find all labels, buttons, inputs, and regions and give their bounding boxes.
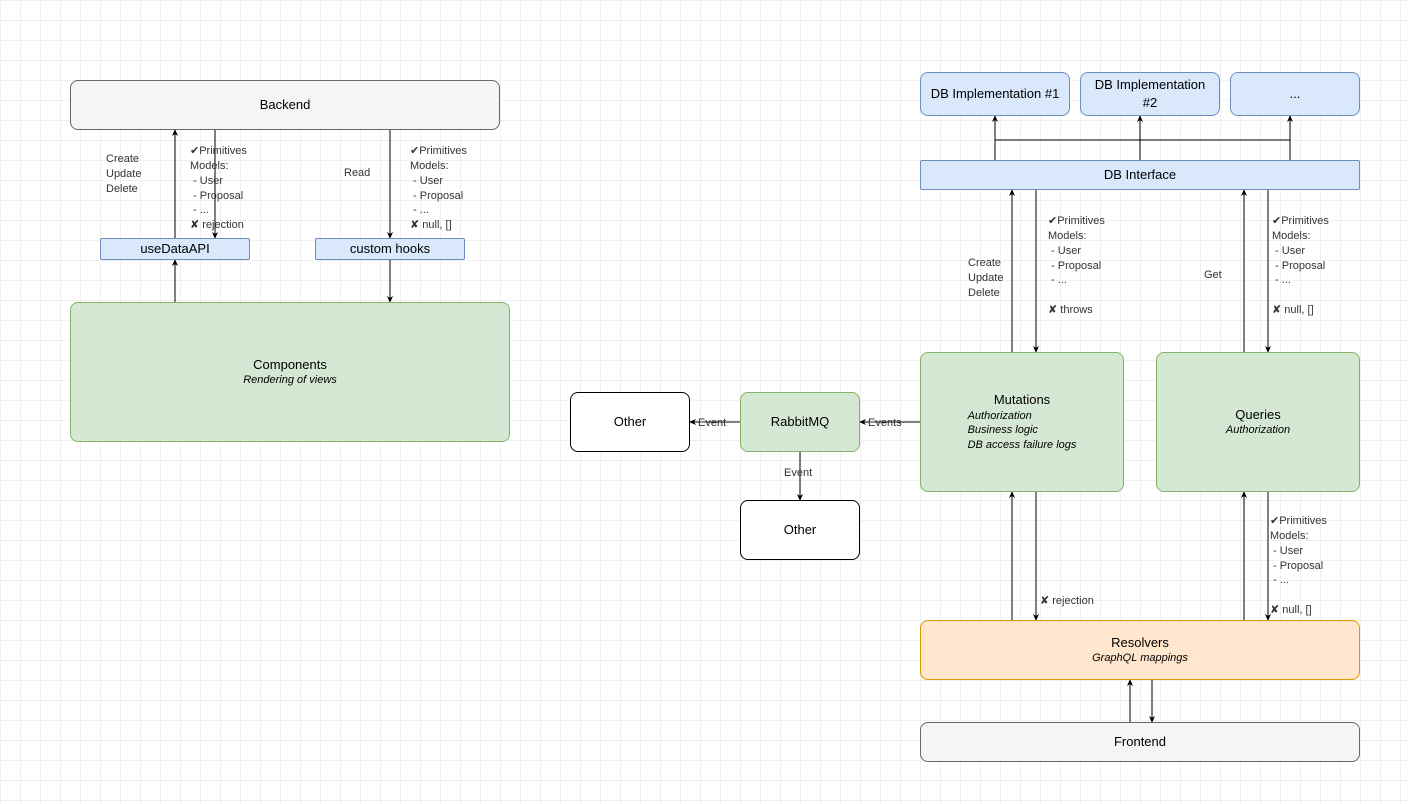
- edge-label-cud_left: Create Update Delete: [106, 152, 141, 197]
- edge-label-rejection: ✘ rejection: [1040, 594, 1094, 609]
- node-title: DB Implementation #2: [1087, 76, 1213, 111]
- edge-label-prim_right2: ✔Primitives Models: - User - Proposal - …: [1272, 214, 1329, 318]
- node-title: Backend: [260, 96, 311, 114]
- node-dbInterface: DB Interface: [920, 160, 1360, 190]
- edge-label-prim_right3: ✔Primitives Models: - User - Proposal - …: [1270, 514, 1327, 618]
- edge-label-get: Get: [1204, 268, 1222, 283]
- node-sub: Authorization: [1226, 423, 1290, 438]
- edge-label-event1: Event: [698, 416, 726, 431]
- node-useDataAPI: useDataAPI: [100, 238, 250, 260]
- node-title: Other: [614, 413, 647, 431]
- node-title: Resolvers: [1111, 634, 1169, 652]
- node-title: RabbitMQ: [771, 413, 830, 431]
- node-sub: GraphQL mappings: [1092, 651, 1188, 666]
- node-title: Frontend: [1114, 733, 1166, 751]
- edge-label-cud_right: Create Update Delete: [968, 256, 1003, 301]
- node-mutations: MutationsAuthorization Business logic DB…: [920, 352, 1124, 492]
- edge-label-prim_right1: ✔Primitives Models: - User - Proposal - …: [1048, 214, 1105, 318]
- node-resolvers: ResolversGraphQL mappings: [920, 620, 1360, 680]
- node-title: useDataAPI: [140, 240, 209, 258]
- edge-label-prim_mid: ✔Primitives Models: - User - Proposal - …: [410, 144, 467, 233]
- node-title: Other: [784, 521, 817, 539]
- node-title: custom hooks: [350, 240, 430, 258]
- node-other2: Other: [740, 500, 860, 560]
- node-dbImplEtc: ...: [1230, 72, 1360, 116]
- edge-label-read: Read: [344, 166, 370, 181]
- node-customHooks: custom hooks: [315, 238, 465, 260]
- node-components: ComponentsRendering of views: [70, 302, 510, 442]
- node-title: DB Interface: [1104, 166, 1176, 184]
- node-sub: Rendering of views: [243, 373, 337, 388]
- node-title: Queries: [1235, 406, 1281, 424]
- node-dbImpl1: DB Implementation #1: [920, 72, 1070, 116]
- node-queries: QueriesAuthorization: [1156, 352, 1360, 492]
- node-frontend: Frontend: [920, 722, 1360, 762]
- edge-label-prim_left: ✔Primitives Models: - User - Proposal - …: [190, 144, 247, 233]
- node-backend: Backend: [70, 80, 500, 130]
- edge-label-event2: Event: [784, 466, 812, 481]
- node-dbImpl2: DB Implementation #2: [1080, 72, 1220, 116]
- node-sub: Authorization Business logic DB access f…: [968, 409, 1077, 454]
- node-title: Components: [253, 356, 327, 374]
- node-title: Mutations: [994, 391, 1050, 409]
- node-title: ...: [1290, 85, 1301, 103]
- edge-label-events: Events: [868, 416, 902, 431]
- node-other1: Other: [570, 392, 690, 452]
- node-rabbitmq: RabbitMQ: [740, 392, 860, 452]
- node-title: DB Implementation #1: [931, 85, 1060, 103]
